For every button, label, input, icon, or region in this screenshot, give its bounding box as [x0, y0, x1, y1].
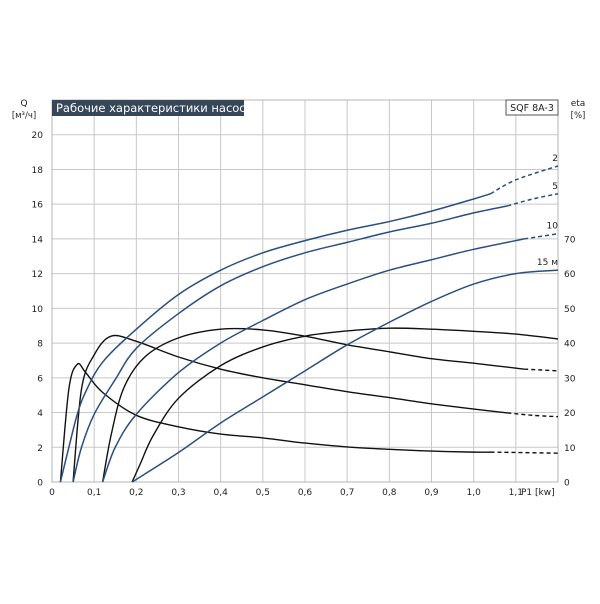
efficiency-curve	[72, 334, 508, 483]
left-tick-label: 16	[32, 201, 44, 211]
right-tick-label: 40	[564, 340, 576, 350]
left-axis-label-symbol: Q	[20, 99, 27, 109]
left-tick-label: 4	[37, 409, 43, 419]
right-tick-label: 50	[564, 305, 576, 315]
flow-series-label: 5	[552, 182, 558, 192]
model-label-box	[505, 99, 559, 116]
x-tick-label: 0,5	[256, 488, 270, 498]
flow-series-label: 2	[552, 154, 558, 164]
left-tick-label: 12	[32, 270, 43, 280]
left-tick-label: 6	[37, 374, 43, 384]
x-tick-label: 1,0	[467, 488, 482, 498]
right-tick-label: 60	[564, 270, 576, 280]
x-axis-label: P1 [kw]	[521, 488, 555, 498]
left-tick-label: 10	[32, 305, 44, 315]
right-tick-label: 70	[564, 235, 576, 245]
left-tick-label: 0	[37, 479, 43, 489]
flow-curve	[59, 193, 491, 483]
flow-curve-extension	[490, 165, 559, 195]
flow-curve	[72, 205, 508, 483]
efficiency-curve-extension	[490, 451, 559, 454]
left-tick-label: 14	[32, 235, 44, 245]
flow-curve-extension	[524, 232, 559, 240]
right-tick-label: 10	[564, 444, 576, 454]
x-tick-label: 0,3	[171, 488, 185, 498]
left-tick-label: 20	[32, 131, 44, 141]
x-tick-label: 1,1	[509, 488, 523, 498]
x-tick-label: 0,9	[424, 488, 439, 498]
plot-frame	[51, 99, 559, 483]
efficiency-curve	[59, 362, 491, 483]
x-tick-label: 0,1	[87, 488, 101, 498]
right-tick-label: 0	[564, 479, 570, 489]
x-tick-label: 0	[49, 488, 55, 498]
x-tick-label: 0,6	[298, 488, 313, 498]
x-tick-label: 0,8	[382, 488, 397, 498]
axes: 0 0,1 0,2 0,3 0,4 0,5 0,6 0,7 0,8 0,9 1,0 1,1 0 2 4 6 8 1…	[32, 131, 576, 498]
left-tick-label: 2	[37, 444, 43, 454]
flow-curve	[131, 269, 559, 483]
flow-series-label: 15 м	[537, 258, 558, 268]
flow-curve	[101, 238, 525, 483]
efficiency-curve-extension	[507, 412, 559, 418]
right-axis-label-symbol: eta	[571, 99, 586, 109]
series	[59, 165, 559, 483]
series-labels: 2 5 10 15 м	[537, 154, 558, 268]
left-tick-label: 8	[37, 340, 43, 350]
model-label: SQF 8A-3	[510, 103, 554, 114]
title-background	[52, 100, 244, 116]
x-tick-label: 0,7	[340, 488, 354, 498]
efficiency-curve	[101, 327, 525, 483]
right-tick-label: 20	[564, 409, 576, 419]
right-axis-label-unit: [%]	[571, 111, 586, 121]
flow-series-label: 10	[547, 222, 559, 232]
left-axis-label-unit: [м³/ч]	[12, 111, 36, 121]
x-tick-label: 0,2	[129, 488, 143, 498]
left-tick-label: 18	[32, 166, 44, 176]
efficiency-curve	[131, 327, 559, 483]
right-tick-label: 30	[564, 374, 576, 384]
x-tick-label: 0,4	[214, 488, 229, 498]
chart-title: Рабочие характеристики насоса	[56, 101, 253, 115]
efficiency-curve-extension	[524, 368, 559, 372]
